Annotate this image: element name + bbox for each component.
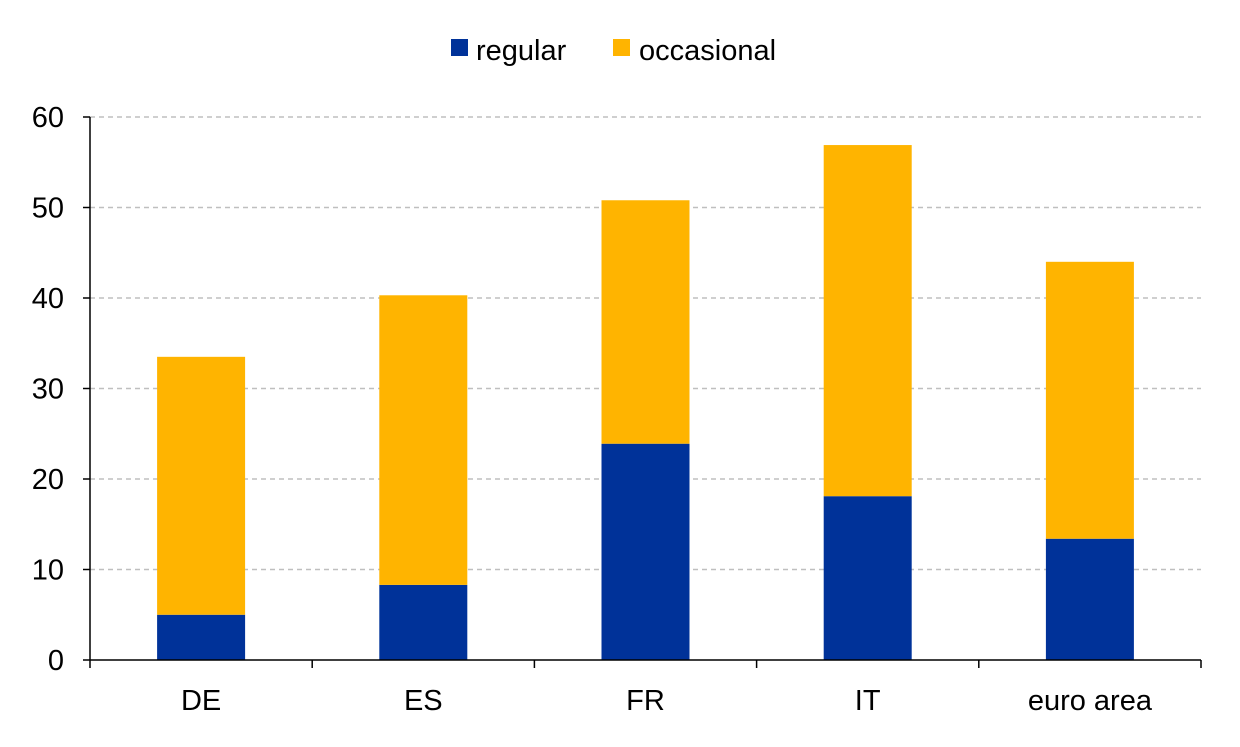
y-tick-label: 60: [32, 102, 64, 134]
x-tick-label: euro area: [1028, 685, 1153, 717]
legend: regular occasional: [451, 35, 776, 67]
x-axis-tick-labels: DE ES FR IT euro area: [181, 685, 1153, 717]
y-axis-tick-labels: 0 10 20 30 40 50 60: [32, 102, 64, 677]
bar-regular-DE: [157, 614, 246, 660]
y-tick-label: 30: [32, 374, 64, 406]
bar-regular-euro-area: [1045, 538, 1134, 660]
y-tick-label: 10: [32, 555, 64, 587]
bar-occasional-FR: [601, 200, 690, 444]
bar-occasional-euro-area: [1045, 261, 1134, 539]
y-tick-label: 0: [48, 645, 64, 677]
legend-swatch-occasional: [613, 39, 630, 56]
legend-label-occasional: occasional: [639, 35, 776, 67]
legend-label-regular: regular: [476, 35, 567, 67]
bar-regular-IT: [823, 496, 912, 660]
x-tick-label: IT: [855, 685, 881, 717]
y-tick-label: 40: [32, 283, 64, 315]
bar-occasional-ES: [379, 295, 468, 585]
x-tick-label: FR: [626, 685, 665, 717]
x-tick-label: ES: [404, 685, 443, 717]
bar-regular-FR: [601, 443, 690, 660]
y-tick-label: 50: [32, 193, 64, 225]
y-tick-label: 20: [32, 464, 64, 496]
legend-swatch-regular: [451, 39, 468, 56]
bar-regular-ES: [379, 584, 468, 660]
bars: [157, 145, 1134, 660]
axes: [83, 116, 1202, 668]
bar-occasional-IT: [823, 145, 912, 497]
x-tick-label: DE: [181, 685, 221, 717]
bar-occasional-DE: [157, 356, 246, 615]
